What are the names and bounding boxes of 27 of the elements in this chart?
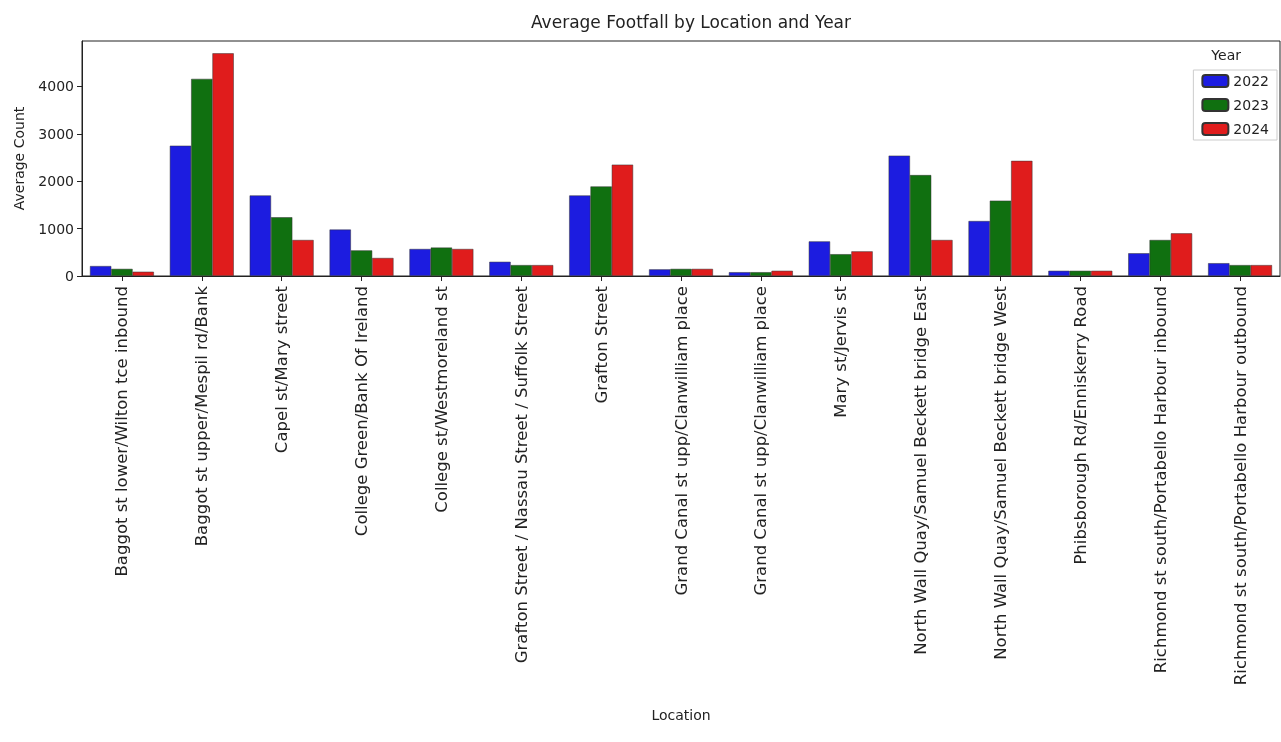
x-tick-label: Grafton Street / Nassau Street / Suffolk Street: [511, 285, 531, 664]
x-tick-label: North Wall Quay/Samuel Beckett bridge West: [990, 285, 1010, 660]
x-tick-label: Mary st/Jervis st: [831, 285, 851, 418]
x-tick-label: Grand Canal st upp/Clanwilliam place: [751, 286, 771, 596]
y-axis-title: Average Count: [11, 106, 27, 211]
x-tick-label: College st/Westmoreland st: [431, 285, 451, 513]
legend-title: Year: [1210, 47, 1242, 63]
x-tick-label: North Wall Quay/Samuel Beckett bridge East: [911, 285, 931, 655]
y-tick-label: 1000: [38, 220, 74, 237]
chart-title: Average Footfall by Location and Year: [530, 11, 852, 32]
legend-label: 2023: [1233, 97, 1270, 113]
x-tick-label: College Green/Bank Of Ireland: [352, 286, 372, 537]
x-tick-label: Capel st/Mary street: [272, 285, 292, 454]
y-tick-label: 3000: [38, 125, 74, 142]
x-tick-label: Richmond st south/Portabello Harbour inbound: [1150, 286, 1170, 674]
x-tick-label: Grafton Street: [591, 285, 611, 404]
x-tick-label: Phibsborough Rd/Enniskerry Road: [1070, 286, 1090, 565]
x-axis-title: Location: [651, 707, 711, 723]
x-tick-label: Grand Canal st upp/Clanwilliam place: [671, 286, 691, 596]
legend-label: 2024: [1233, 121, 1270, 137]
y-tick-label: 2000: [38, 173, 74, 190]
y-tick-label: 0: [65, 268, 74, 284]
x-tick-label: Baggot st lower/Wilton tce inbound: [112, 286, 132, 577]
legend-label: 2022: [1233, 73, 1270, 89]
x-tick-label: Baggot st upper/Mespil rd/Bank: [192, 285, 212, 547]
y-tick-label: 4000: [38, 78, 74, 95]
x-tick-label: Richmond st south/Portabello Harbour outbound: [1230, 286, 1250, 686]
